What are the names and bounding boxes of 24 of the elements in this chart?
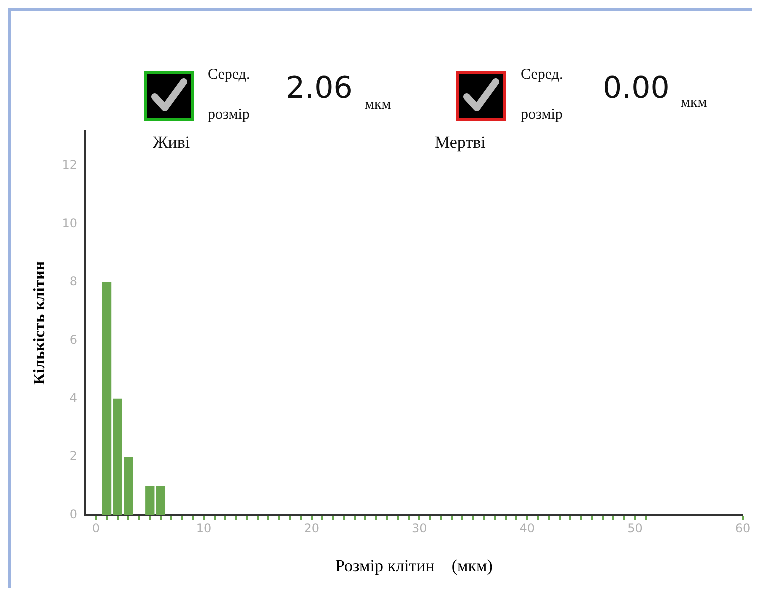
text: Серед. розмір bbox=[521, 67, 564, 123]
y-tick-label: 0 bbox=[70, 507, 78, 522]
x-tick-label: 10 bbox=[196, 522, 212, 536]
y-axis-title: Кількість клітин bbox=[32, 261, 49, 385]
x-tick-label: 50 bbox=[628, 522, 643, 536]
text: 2.06 bbox=[286, 71, 354, 107]
x-axis-title: Розмір клітин (мкм) bbox=[336, 556, 493, 576]
text: Серед. розмір bbox=[208, 67, 250, 123]
x-tick-label: 0 bbox=[92, 522, 100, 536]
text: 0.00 bbox=[603, 71, 670, 106]
annotation: Мертві bbox=[435, 132, 487, 154]
y-tick-label: 2 bbox=[70, 449, 78, 464]
y-tick-label: 8 bbox=[70, 274, 78, 289]
y-tick-label: 10 bbox=[62, 216, 78, 230]
annotation: Живі bbox=[153, 132, 192, 154]
x-tick-label: 30 bbox=[412, 522, 428, 536]
x-tick-label: 40 bbox=[520, 522, 536, 536]
x-tick-label: 60 bbox=[735, 522, 751, 536]
text: мкм bbox=[681, 94, 708, 113]
text: мкм bbox=[365, 96, 392, 115]
x-tick-label: 20 bbox=[304, 522, 320, 536]
y-tick-label: 6 bbox=[70, 332, 78, 347]
y-tick-label: 12 bbox=[62, 158, 78, 172]
y-tick-label: 4 bbox=[70, 390, 78, 405]
